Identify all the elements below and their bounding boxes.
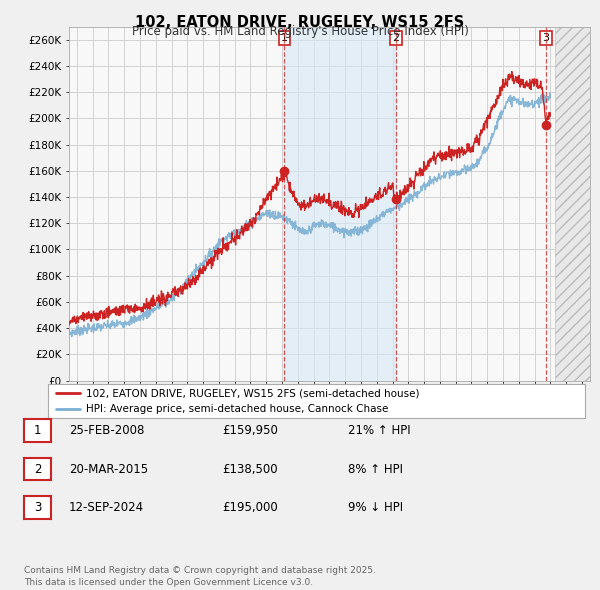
Text: £195,000: £195,000 <box>222 501 278 514</box>
Text: 1: 1 <box>281 33 288 43</box>
Bar <box>555 27 590 381</box>
Text: 2: 2 <box>34 463 41 476</box>
Text: 3: 3 <box>542 33 550 43</box>
Text: £159,950: £159,950 <box>222 424 278 437</box>
Text: 1: 1 <box>34 424 41 437</box>
Text: 8% ↑ HPI: 8% ↑ HPI <box>348 463 403 476</box>
Text: 102, EATON DRIVE, RUGELEY, WS15 2FS: 102, EATON DRIVE, RUGELEY, WS15 2FS <box>136 15 464 30</box>
Text: Price paid vs. HM Land Registry's House Price Index (HPI): Price paid vs. HM Land Registry's House … <box>131 25 469 38</box>
Text: HPI: Average price, semi-detached house, Cannock Chase: HPI: Average price, semi-detached house,… <box>86 404 388 414</box>
Text: Contains HM Land Registry data © Crown copyright and database right 2025.
This d: Contains HM Land Registry data © Crown c… <box>24 566 376 587</box>
Text: 25-FEB-2008: 25-FEB-2008 <box>69 424 145 437</box>
Text: 2: 2 <box>392 33 400 43</box>
Text: 12-SEP-2024: 12-SEP-2024 <box>69 501 144 514</box>
Text: 102, EATON DRIVE, RUGELEY, WS15 2FS (semi-detached house): 102, EATON DRIVE, RUGELEY, WS15 2FS (sem… <box>86 388 419 398</box>
Text: 21% ↑ HPI: 21% ↑ HPI <box>348 424 410 437</box>
Text: £138,500: £138,500 <box>222 463 278 476</box>
Bar <box>284 27 396 381</box>
Text: 20-MAR-2015: 20-MAR-2015 <box>69 463 148 476</box>
Text: 9% ↓ HPI: 9% ↓ HPI <box>348 501 403 514</box>
Text: 3: 3 <box>34 501 41 514</box>
